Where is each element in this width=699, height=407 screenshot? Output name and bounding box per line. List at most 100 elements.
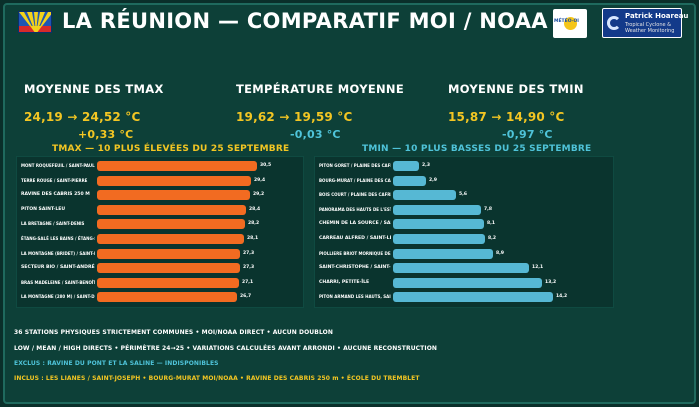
meteo-logo-label: MÉTÉO-OI: [554, 19, 579, 24]
value-bar: [97, 204, 246, 215]
value-label: 28,2: [248, 221, 260, 227]
value-bar: [97, 277, 239, 288]
station-label: SAINT-CHRISTOPHE / SAINT-LEU: [319, 265, 391, 271]
station-label: MONT ROQUEFEUIL / SAINT-PAUL: [21, 163, 95, 168]
bar-row: CHARRI, PETITE-ÎLE 13,2: [315, 277, 613, 289]
bar-row: CARREAU ALFRED / SAINT-LEU 8,2: [315, 233, 613, 245]
station-label: SECTEUR BIO / SAINT-ANDRÉ: [21, 265, 95, 271]
value-bar: [393, 219, 484, 230]
metric-title: MOYENNE DES TMIN: [448, 82, 584, 96]
value-bar: [97, 190, 250, 201]
station-label: LA MONTAGNE (280 M) / SAINT-DENIS: [21, 294, 95, 300]
value-bar: [97, 161, 257, 171]
value-bar: [97, 292, 237, 303]
value-label: 27,3: [243, 250, 255, 256]
station-label: PITON SAINT-LEU: [21, 206, 66, 212]
reunion-flag-icon: [18, 11, 52, 33]
bar-row: BOIS COURT / PLAINE DES CAFRES 5,6: [315, 189, 613, 201]
author-name: Patrick Hoareau: [625, 12, 689, 20]
value-label: 2,3: [422, 163, 430, 168]
author-subtitle-line2: Weather Monitoring: [625, 28, 675, 34]
bar-row: LA BRETAGNE / SAINT-DENIS 28,2: [17, 218, 303, 230]
page-title: LA RÉUNION — COMPARATIF MOI / NOAA: [62, 9, 548, 33]
bar-row: TERRE ROUGE / SAINT-PIERRE 29,4: [17, 175, 303, 187]
value-label: 7,8: [484, 206, 492, 212]
value-label: 27,3: [243, 265, 255, 271]
value-label: 8,2: [488, 236, 496, 241]
bar-row: PITON SAINT-LEU 28,4: [17, 204, 303, 216]
value-label: 29,2: [253, 192, 265, 198]
value-label: 13,2: [545, 279, 557, 285]
sun-icon: [564, 17, 577, 30]
author-subtitle-line1: Tropical Cyclone &: [625, 22, 672, 28]
header: LA RÉUNION — COMPARATIF MOI / NOAA MÉTÉO…: [8, 8, 690, 38]
footer-line-3: EXCLUS : RAVINE DU PONT ET LA SALINE — I…: [14, 360, 219, 367]
value-bar: [393, 292, 553, 303]
metric-delta: -0,97 °C: [502, 128, 553, 141]
value-label: 8,9: [496, 250, 504, 256]
station-label: CHARRI, PETITE-ÎLE: [319, 279, 370, 285]
bar-row: ÉTANG-SALÉ LES BAINS / ÉTANG-SALÉ 28,1: [17, 233, 303, 245]
bar-row: PANORAMA DES HAUTS DE L'EST / LA PLAINE 7…: [315, 204, 613, 216]
value-label: 29,4: [254, 177, 266, 183]
value-label: 12,1: [532, 265, 544, 271]
value-bar: [393, 248, 493, 259]
tmax-panel-title: TMAX — 10 PLUS ÉLEVÉES DU 25 SEPTEMBRE: [52, 144, 290, 154]
station-label: BOIS COURT / PLAINE DES CAFRES: [319, 192, 391, 198]
value-bar: [97, 263, 240, 274]
value-bar: [97, 219, 245, 230]
bar-row: PITON GORET / PLAINE DES CAFRES 2,3: [315, 160, 613, 172]
bar-row: LA MONTAGNE (BRIDET) / SAINT-DENIS 27,3: [17, 248, 303, 260]
value-label: 30,5: [260, 163, 272, 168]
footer-line-2: LOW / MEAN / HIGH DIRECTS • PÉRIMÈTRE 24…: [14, 345, 438, 352]
station-label: PANORAMA DES HAUTS DE L'EST / LA PLAINE: [319, 206, 391, 212]
value-label: 28,4: [249, 206, 261, 212]
bar-row: BOURG-MURAT / PLAINE DES CAFRES 2,9: [315, 175, 613, 187]
tmin-panel-title: TMIN — 10 PLUS BASSES DU 25 SEPTEMBRE: [362, 144, 592, 154]
metric-title: TEMPÉRATURE MOYENNE: [236, 82, 404, 96]
metric-delta: -0,03 °C: [290, 128, 341, 141]
bar-row: MONT ROQUEFEUIL / SAINT-PAUL 30,5: [17, 160, 303, 172]
station-label: CARREAU ALFRED / SAINT-LEU: [319, 236, 391, 241]
value-label: 5,6: [459, 192, 467, 198]
metric-value: 15,87 → 14,90 °C: [448, 110, 565, 124]
bar-row: PITON ARMAND LES HAUTS, SAINTE-ANNE 14,2: [315, 291, 613, 303]
bar-row: SAINT-CHRISTOPHE / SAINT-LEU 12,1: [315, 262, 613, 274]
station-label: TERRE ROUGE / SAINT-PIERRE: [21, 177, 88, 183]
value-label: 2,9: [429, 177, 437, 183]
station-label: CHEMIN DE LA SOURCE / SAINT-LEU: [319, 221, 391, 227]
metric-delta: +0,33 °C: [78, 128, 134, 141]
value-bar: [393, 190, 456, 201]
metric-tmax: MOYENNE DES TMAX 24,19 → 24,52 °C +0,33 …: [24, 82, 224, 141]
bar-row: SECTEUR BIO / SAINT-ANDRÉ 27,3: [17, 262, 303, 274]
station-label: ÉTANG-SALÉ LES BAINS / ÉTANG-SALÉ: [21, 236, 95, 241]
value-bar: [97, 175, 251, 186]
station-label: BOURG-MURAT / PLAINE DES CAFRES: [319, 177, 391, 183]
footer-line-4: INCLUS : LES LIANES / SAINT-JOSEPH • BOU…: [14, 375, 420, 382]
value-bar: [393, 277, 542, 288]
value-label: 14,2: [556, 294, 568, 300]
metric-tmean: TEMPÉRATURE MOYENNE 19,62 → 19,59 °C -0,…: [236, 82, 436, 141]
bar-row: PIOLLIERE BRIOT MORNIQUE DE MAFA / SAINT…: [315, 248, 613, 260]
value-label: 27,1: [242, 279, 254, 285]
cyclone-icon: [607, 16, 621, 30]
value-bar: [97, 248, 240, 259]
tmin-panel: PITON GORET / PLAINE DES CAFRES 2,3 BOURG-…: [314, 156, 614, 308]
metric-title: MOYENNE DES TMAX: [24, 82, 164, 96]
value-bar: [393, 234, 485, 244]
value-bar: [393, 175, 426, 186]
station-label: LA BRETAGNE / SAINT-DENIS: [21, 221, 85, 227]
value-label: 28,1: [247, 236, 259, 241]
tmax-panel: MONT ROQUEFEUIL / SAINT-PAUL 30,5 TERRE RO…: [16, 156, 304, 308]
station-label: BRAS MADELEINE / SAINT-BENOÎT: [21, 279, 95, 285]
bar-row: BRAS MADELEINE / SAINT-BENOÎT 27,1: [17, 277, 303, 289]
station-label: PITON ARMAND LES HAUTS, SAINTE-ANNE: [319, 294, 391, 300]
station-label: RAVINE DES CABRIS 250 M: [21, 192, 90, 198]
station-label: LA MONTAGNE (BRIDET) / SAINT-DENIS: [21, 250, 95, 256]
metric-tmin: MOYENNE DES TMIN 15,87 → 14,90 °C -0,97 …: [448, 82, 648, 141]
value-bar: [393, 263, 529, 274]
author-subtitle: Tropical Cyclone & Weather Monitoring: [625, 22, 674, 34]
metric-value: 19,62 → 19,59 °C: [236, 110, 353, 124]
footer-line-1: 36 STATIONS PHYSIQUES STRICTEMENT COMMUN…: [14, 329, 333, 336]
station-label: PIOLLIERE BRIOT MORNIQUE DE MAFA / SAINT: [319, 250, 391, 256]
